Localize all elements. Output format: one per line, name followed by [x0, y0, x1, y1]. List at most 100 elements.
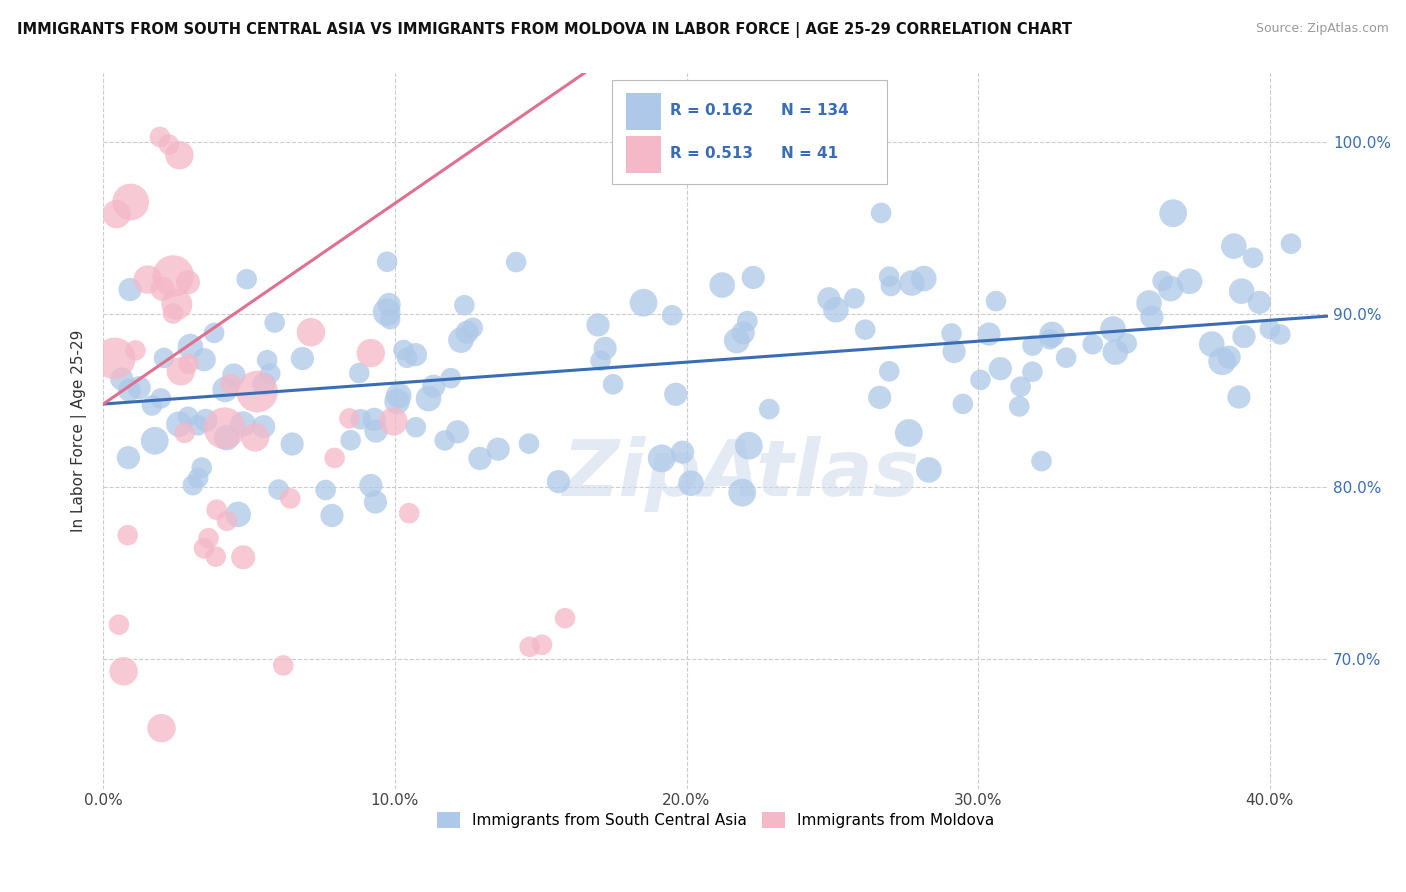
- Point: [321, 508, 343, 523]
- Point: [941, 326, 963, 341]
- Point: [337, 411, 360, 425]
- Point: [990, 361, 1012, 376]
- Point: [108, 617, 131, 632]
- Point: [593, 342, 616, 356]
- Point: [969, 373, 991, 387]
- Point: [162, 269, 184, 284]
- Point: [897, 425, 920, 440]
- Point: [153, 351, 176, 365]
- Point: [651, 451, 673, 466]
- Point: [404, 348, 426, 362]
- Point: [179, 340, 201, 354]
- Point: [1140, 310, 1163, 324]
- Point: [731, 485, 754, 500]
- Point: [385, 394, 408, 409]
- Point: [222, 368, 245, 382]
- Point: [1279, 236, 1302, 251]
- Point: [363, 412, 385, 426]
- Point: [1227, 390, 1250, 404]
- Point: [1241, 251, 1264, 265]
- Point: [193, 541, 215, 556]
- Point: [733, 326, 755, 340]
- Point: [1223, 239, 1246, 253]
- Point: [150, 721, 173, 735]
- Point: [382, 414, 405, 428]
- Point: [870, 206, 893, 220]
- Point: [517, 436, 540, 450]
- Point: [281, 437, 304, 451]
- Point: [912, 271, 935, 285]
- Point: [315, 483, 337, 497]
- Point: [901, 276, 924, 290]
- Point: [711, 278, 734, 293]
- Point: [461, 320, 484, 334]
- Point: [1230, 284, 1253, 298]
- Text: R = 0.513: R = 0.513: [671, 146, 754, 161]
- Point: [554, 611, 576, 625]
- Point: [1137, 296, 1160, 310]
- Point: [253, 419, 276, 434]
- Text: N = 134: N = 134: [780, 103, 848, 119]
- Point: [758, 402, 780, 417]
- Point: [259, 367, 281, 381]
- Point: [1081, 337, 1104, 351]
- Point: [1249, 295, 1271, 310]
- Point: [177, 357, 200, 371]
- Point: [456, 325, 478, 339]
- Point: [291, 351, 314, 366]
- Point: [392, 343, 415, 357]
- Point: [157, 137, 180, 152]
- Point: [149, 392, 172, 406]
- Point: [1102, 322, 1125, 336]
- Point: [364, 495, 387, 509]
- Point: [440, 371, 463, 385]
- Point: [877, 269, 900, 284]
- Point: [1010, 379, 1032, 393]
- Point: [589, 353, 612, 368]
- Point: [226, 508, 249, 522]
- Point: [349, 412, 371, 426]
- Point: [197, 531, 219, 545]
- Point: [118, 283, 141, 297]
- Point: [193, 352, 215, 367]
- Point: [1258, 322, 1281, 336]
- Point: [263, 316, 285, 330]
- Point: [1211, 354, 1233, 368]
- Point: [267, 483, 290, 497]
- Point: [1054, 351, 1077, 365]
- Point: [877, 364, 900, 378]
- Point: [120, 194, 142, 209]
- Point: [1115, 336, 1137, 351]
- Point: [194, 413, 217, 427]
- Point: [177, 409, 200, 424]
- Point: [1152, 274, 1174, 288]
- Point: [111, 372, 134, 386]
- Point: [665, 387, 688, 401]
- Point: [271, 658, 294, 673]
- Point: [880, 279, 903, 293]
- Point: [1040, 327, 1063, 342]
- Point: [128, 381, 150, 395]
- Point: [202, 326, 225, 340]
- Point: [388, 388, 411, 402]
- Point: [853, 323, 876, 337]
- Point: [253, 376, 276, 391]
- Text: IMMIGRANTS FROM SOUTH CENTRAL ASIA VS IMMIGRANTS FROM MOLDOVA IN LABOR FORCE | A: IMMIGRANTS FROM SOUTH CENTRAL ASIA VS IM…: [17, 22, 1071, 38]
- Point: [742, 270, 765, 285]
- Point: [547, 475, 569, 489]
- Point: [505, 255, 527, 269]
- Point: [378, 297, 401, 311]
- Point: [215, 431, 238, 445]
- Bar: [626, 136, 661, 173]
- Point: [173, 425, 195, 440]
- Point: [105, 207, 128, 221]
- Point: [167, 417, 190, 432]
- Point: [112, 665, 135, 679]
- Point: [1104, 345, 1126, 359]
- Point: [117, 450, 139, 465]
- Point: [339, 434, 361, 448]
- Point: [136, 272, 159, 286]
- Point: [299, 325, 322, 339]
- Point: [405, 420, 427, 434]
- Legend: Immigrants from South Central Asia, Immigrants from Moldova: Immigrants from South Central Asia, Immi…: [430, 806, 1001, 835]
